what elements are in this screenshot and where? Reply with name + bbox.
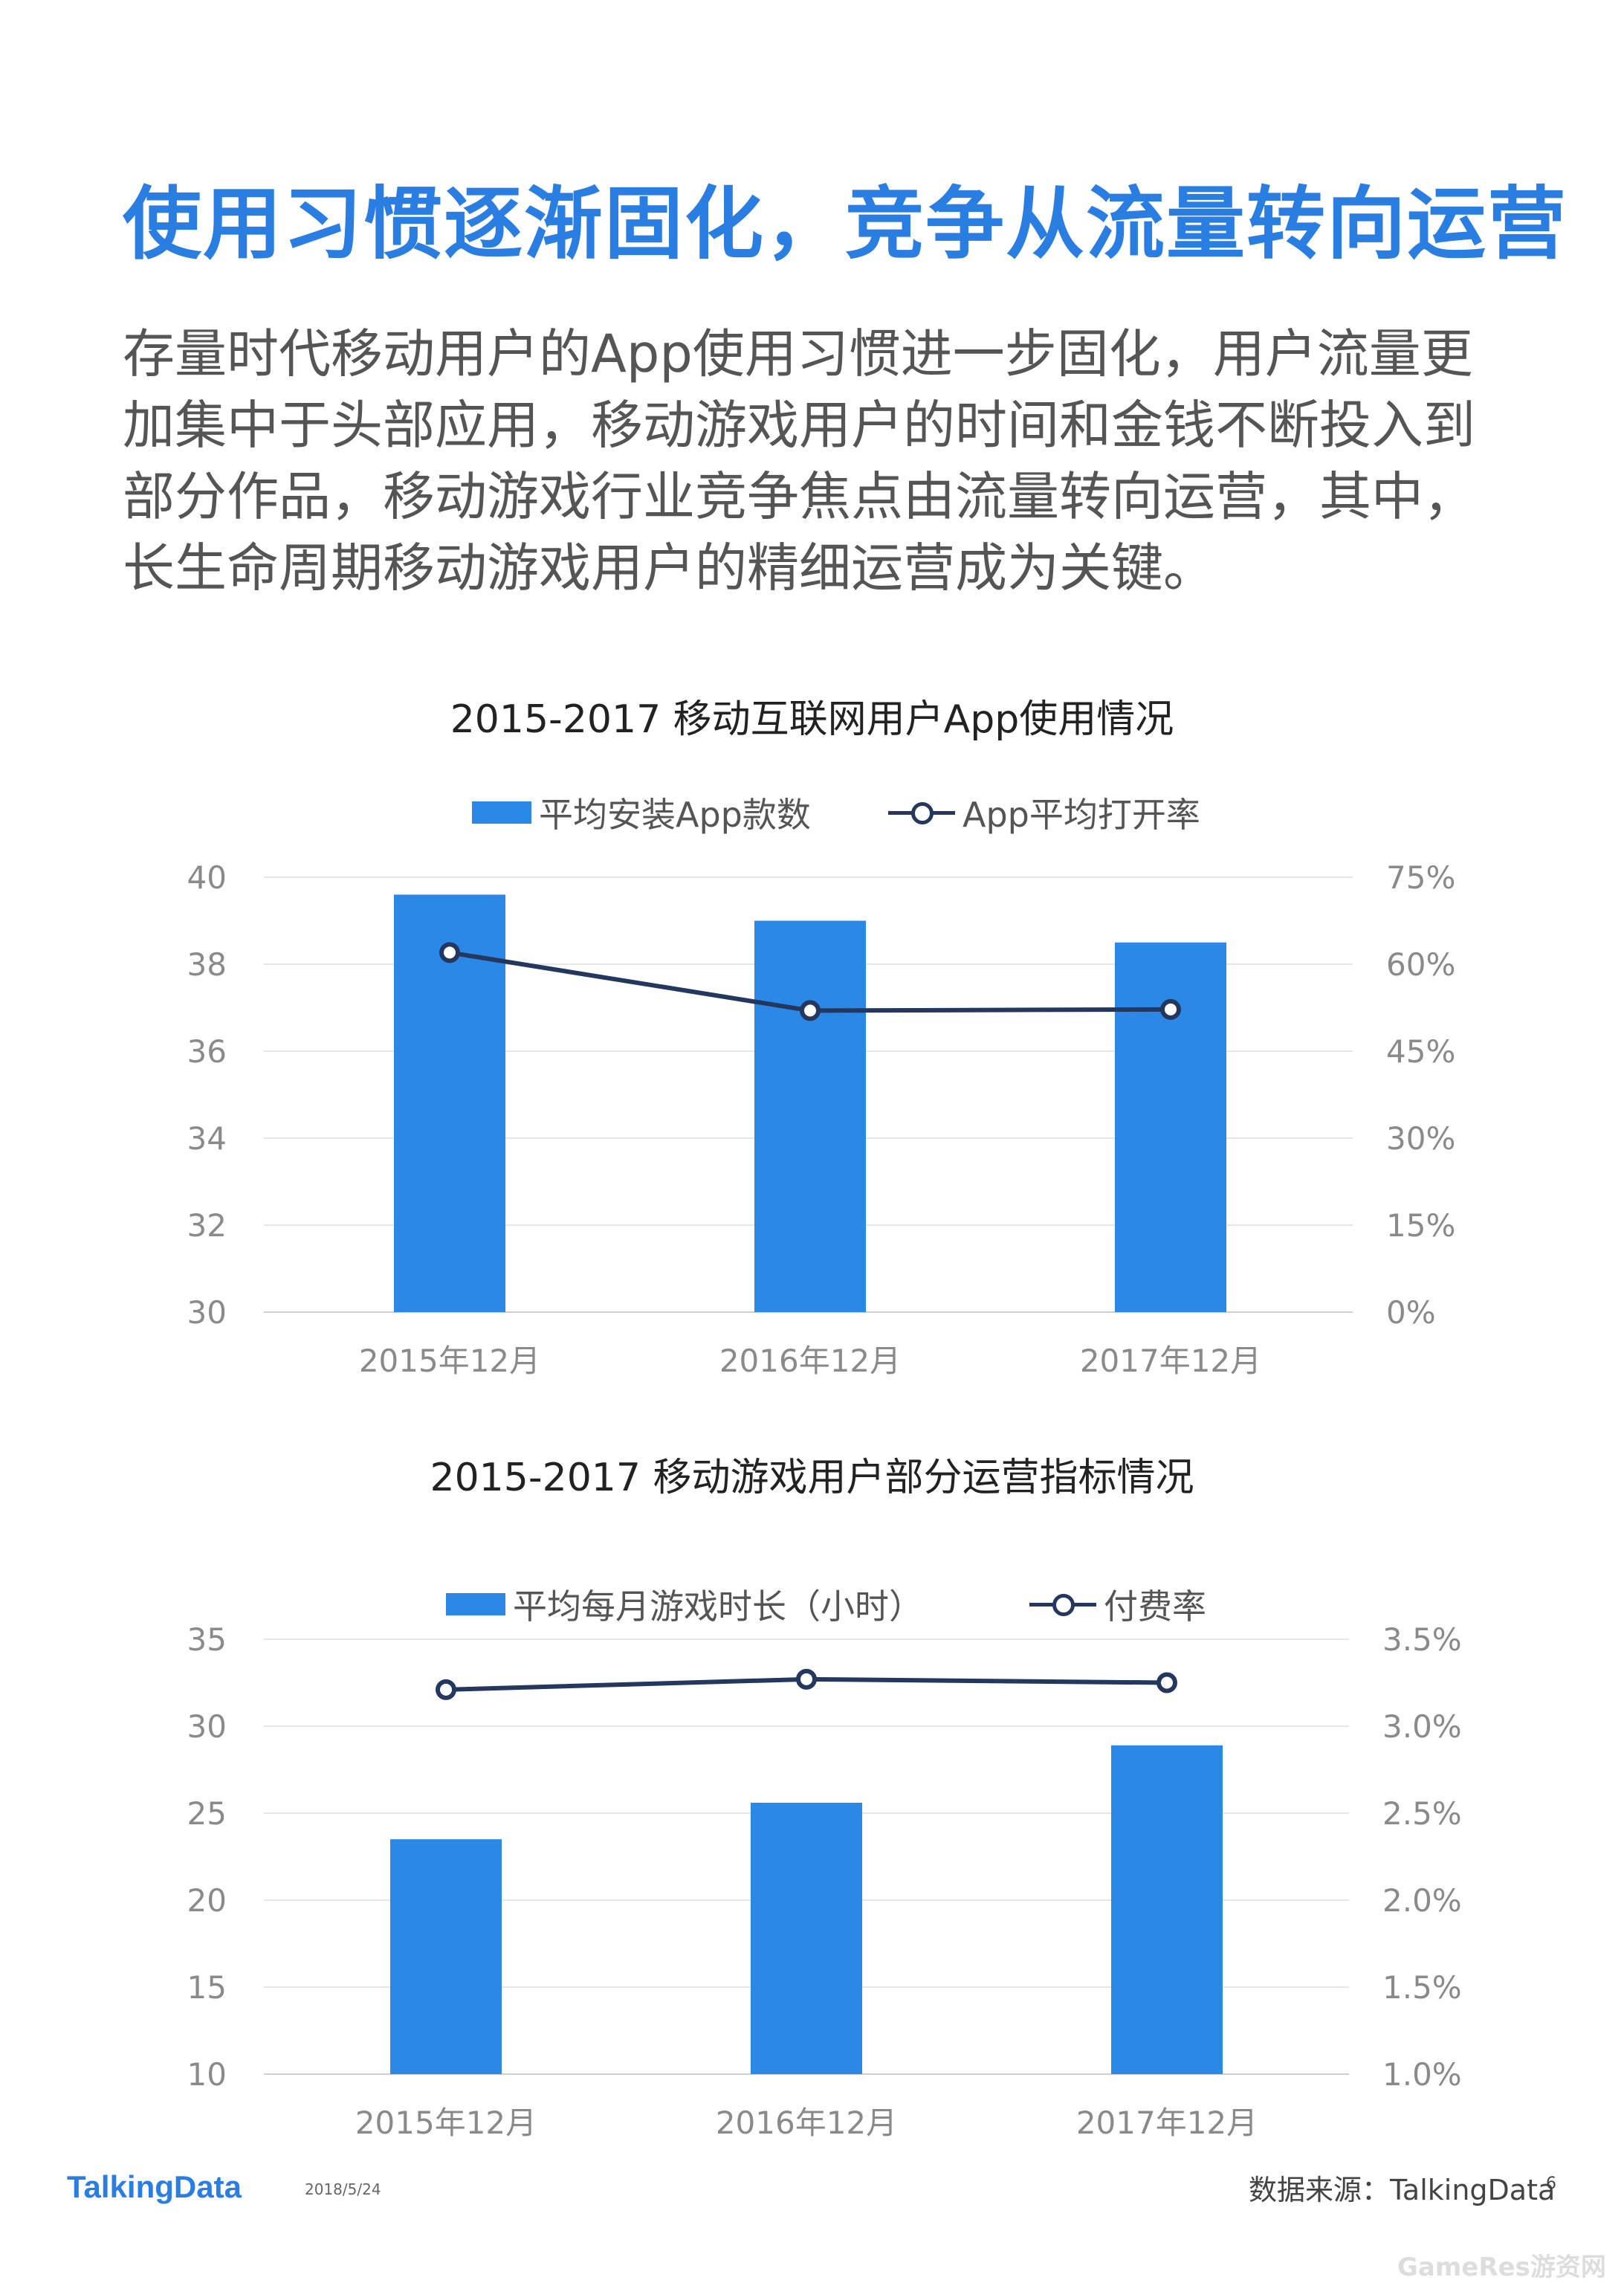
y2-tick-label: 15%	[1386, 1207, 1455, 1244]
x-tick-label: 2017年12月	[1076, 2105, 1258, 2141]
chart2-legend-line-label: 付费率	[1104, 1586, 1206, 1627]
y2-tick-label: 1.0%	[1382, 2056, 1462, 2093]
chart1-legend-bar: 平均安装App款数	[472, 788, 811, 837]
chart2-title: 2015-2017 移动游戏用户部分运营指标情况	[430, 1456, 1194, 1500]
line-marker-icon	[1029, 1589, 1096, 1619]
chart1-legend-bar-label: 平均安装App款数	[539, 795, 811, 835]
y-tick-label: 34	[187, 1120, 227, 1157]
bar	[754, 920, 866, 1312]
y2-tick-label: 30%	[1386, 1120, 1455, 1157]
bar-swatch	[446, 1593, 505, 1615]
bar-swatch	[472, 801, 531, 824]
line-point	[1160, 998, 1181, 1020]
y2-tick-label: 75%	[1386, 859, 1455, 896]
x-tick-label: 2015年12月	[359, 1343, 540, 1379]
bar	[1111, 1745, 1223, 2074]
x-tick-label: 2015年12月	[355, 2105, 537, 2141]
page-title: 使用习惯逐渐固化，竞争从流量转向运营	[123, 178, 1568, 270]
y-tick-label: 15	[187, 1969, 227, 2006]
x-tick-label: 2016年12月	[716, 2105, 897, 2141]
y-tick-label: 38	[187, 946, 227, 983]
chart2-legend-bar: 平均每月游戏时长（小时）	[446, 1580, 923, 1629]
y-tick-label: 36	[187, 1033, 227, 1070]
line-point	[436, 1679, 456, 1700]
chart1-legend: 平均安装App款数 App平均打开率	[0, 788, 1624, 835]
chart2-legend-bar-label: 平均每月游戏时长（小时）	[513, 1586, 923, 1627]
x-tick-label: 2016年12月	[719, 1343, 901, 1379]
y-tick-label: 30	[187, 1708, 227, 1745]
line-point	[439, 942, 460, 963]
y2-tick-label: 0%	[1386, 1294, 1436, 1331]
y2-tick-label: 2.0%	[1382, 1882, 1462, 1919]
line-marker-icon	[888, 798, 955, 827]
chart2-legend-line: 付费率	[1029, 1580, 1206, 1629]
data-source: 数据来源：TalkingData	[1249, 2174, 1556, 2206]
page-number: 6	[1546, 2174, 1556, 2193]
y-tick-label: 25	[187, 1795, 227, 1832]
bar	[1115, 942, 1226, 1312]
line-point	[800, 1000, 821, 1021]
bar	[751, 1802, 862, 2074]
line-point	[796, 1668, 817, 1690]
y-tick-label: 20	[187, 1882, 227, 1919]
talkingdata-logo: TalkingData	[67, 2169, 242, 2204]
chart2-legend: 平均每月游戏时长（小时） 付费率	[0, 1580, 1624, 1627]
line-point	[1156, 1672, 1177, 1693]
y2-tick-label: 2.5%	[1382, 1795, 1462, 1832]
y2-tick-label: 45%	[1386, 1033, 1455, 1070]
y2-tick-label: 60%	[1386, 946, 1455, 983]
y2-tick-label: 1.5%	[1382, 1969, 1462, 2006]
bar	[394, 894, 505, 1312]
y-tick-label: 10	[187, 2056, 227, 2093]
y-tick-label: 30	[187, 1294, 227, 1331]
y-tick-label: 40	[187, 859, 227, 896]
y-tick-label: 32	[187, 1207, 227, 1244]
chart2-plot: 35 3.5% 30 3.0% 25 2.5% 20 2.0% 15 1.5% 10 1.0% 2015…	[187, 1621, 1462, 2141]
chart1-title: 2015-2017 移动互联网用户App使用情况	[450, 697, 1174, 742]
chart1-legend-line-label: App平均打开率	[963, 795, 1200, 835]
bar	[390, 1839, 502, 2074]
intro-paragraph: 存量时代移动用户的App使用习惯进一步固化，用户流量更加集中于头部应用，移动游戏…	[123, 323, 1475, 598]
y-tick-label: 35	[187, 1621, 227, 1658]
y2-tick-label: 3.0%	[1382, 1708, 1462, 1745]
chart1-legend-line: App平均打开率	[888, 788, 1200, 837]
y2-tick-label: 3.5%	[1382, 1621, 1462, 1658]
chart1-plot: 40 75% 38 60% 36 45% 34 30% 32 15% 30 0% 2015年12月 201…	[187, 859, 1456, 1379]
x-tick-label: 2017年12月	[1080, 1343, 1261, 1379]
report-date: 2018/5/24	[305, 2180, 381, 2198]
watermark: GameRes游资网	[1397, 2253, 1606, 2282]
